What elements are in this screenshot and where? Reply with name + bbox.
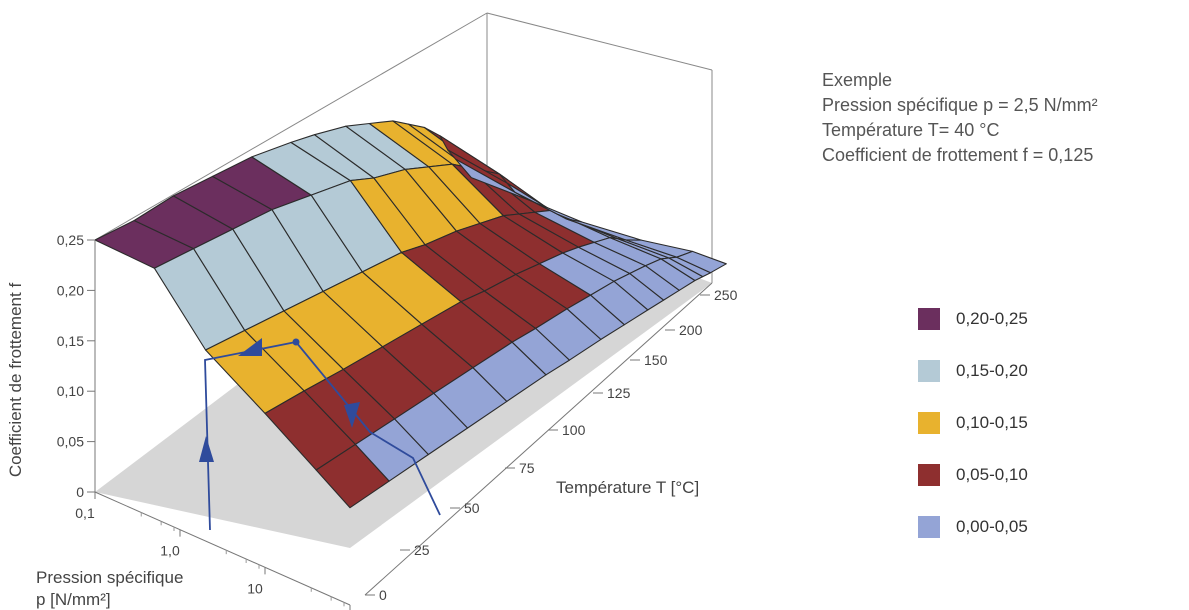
legend-swatch [918,308,940,330]
example-path [199,338,441,531]
legend-item: 0,05-0,10 [918,462,1028,488]
z-tick-label: 0,25 [57,232,84,248]
p-axis-title-line1: Pression spécifique [36,568,183,587]
t-axis-line [364,282,713,596]
legend-label: 0,20-0,25 [956,309,1028,328]
example-box: Exemple Pression spécifique p = 2,5 N/mm… [822,68,1098,168]
example-line-temperature: Température T= 40 °C [822,120,1000,140]
z-tick-label: 0,20 [57,282,84,298]
z-tick-label: 0 [76,484,84,500]
example-point-marker [292,338,300,346]
t-tick-label: 25 [414,542,430,558]
t-tick-label: 200 [679,322,703,338]
legend-label: 0,10-0,15 [956,413,1028,432]
z-tick-label: 0,15 [57,333,84,349]
example-line-pressure: Pression spécifique p = 2,5 N/mm² [822,95,1098,115]
legend-swatch [918,464,940,486]
example-title: Exemple [822,70,893,90]
z-tick-label: 0,10 [57,383,84,399]
t-tick-label: 50 [464,500,480,516]
legend-swatch [918,360,940,382]
z-axis-ticks: 0 0,05 0,10 0,15 0,20 0,25 [57,232,95,500]
arrow-up-icon [199,436,214,462]
t-tick-label: 125 [607,385,631,401]
t-axis-title: Température T [°C] [556,478,699,497]
t-axis-ticks: 0 25 50 75 100 125 150 200 250 [365,287,738,603]
t-tick-label: 150 [644,352,668,368]
legend-label: 0,00-0,05 [956,517,1028,536]
example-path-line [204,341,441,531]
p-axis-line [94,491,351,606]
t-tick-label: 0 [379,587,387,603]
axes [94,240,713,606]
z-axis-title: Coefficient de frottement f [6,283,25,478]
legend-swatch [918,516,940,538]
t-tick-label: 75 [519,460,535,476]
t-tick-label: 100 [562,422,586,438]
legend-swatch [918,412,940,434]
legend-item: 0,15-0,20 [918,358,1028,384]
example-line-friction: Coefficient de frottement f = 0,125 [822,145,1094,165]
surface-cell [676,250,727,274]
arrow-down-icon [344,402,360,428]
p-axis-ticks: 0,11,010100 [75,492,351,610]
p-axis-title-line2: p [N/mm²] [36,590,111,609]
legend-item: 0,20-0,25 [918,306,1028,332]
surface-layer [94,120,727,509]
legend: 0,20-0,25 0,15-0,20 0,10-0,15 0,05-0,10 … [918,306,1028,566]
p-tick-label: 10 [247,580,263,596]
p-tick-label: 1,0 [160,543,180,559]
legend-label: 0,15-0,20 [956,361,1028,380]
z-tick-label: 0,05 [57,434,84,450]
legend-item: 0,00-0,05 [918,514,1028,540]
legend-item: 0,10-0,15 [918,410,1028,436]
legend-label: 0,05-0,10 [956,465,1028,484]
t-tick-label: 250 [714,287,738,303]
p-tick-label: 0,1 [75,505,95,521]
arrow-left-icon [238,338,262,356]
